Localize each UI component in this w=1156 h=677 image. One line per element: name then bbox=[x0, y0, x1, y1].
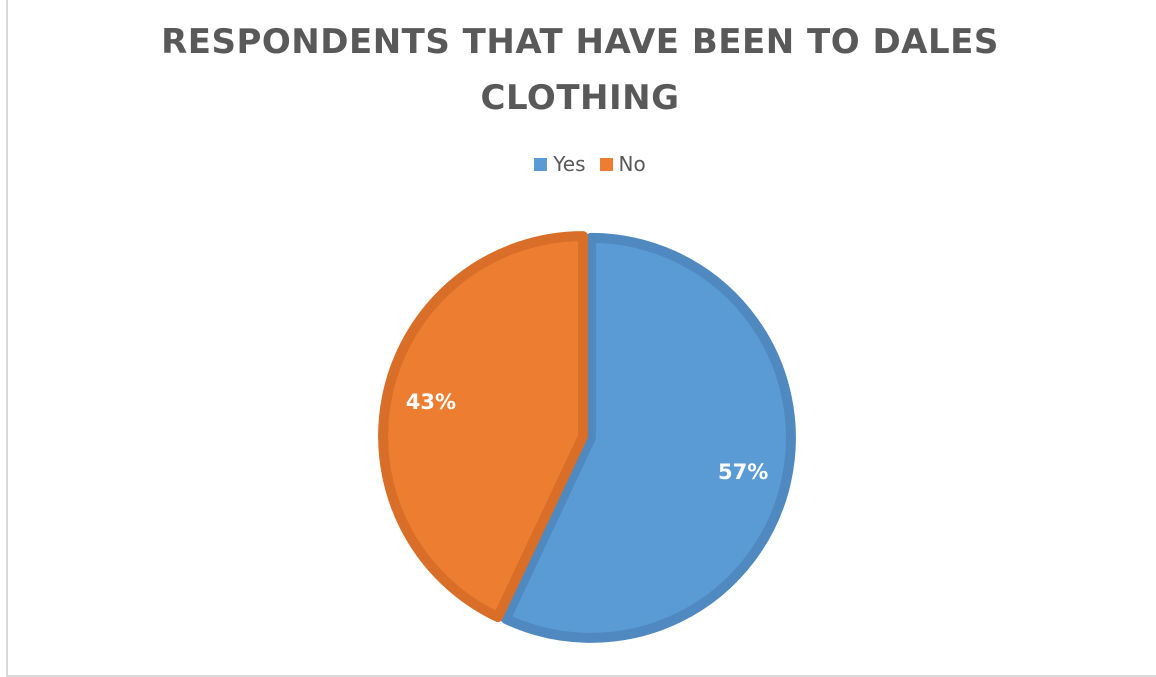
pie-labels: 57% 43% bbox=[406, 390, 769, 484]
legend-item-yes: Yes bbox=[534, 152, 586, 176]
legend-label-yes: Yes bbox=[553, 152, 586, 176]
pie-slice-yes bbox=[500, 232, 796, 643]
chart-legend: Yes No bbox=[0, 152, 1156, 176]
legend-label-no: No bbox=[618, 152, 646, 176]
pie-slice-no bbox=[378, 231, 589, 623]
data-label-no: 43% bbox=[406, 390, 456, 414]
data-label-yes: 57% bbox=[718, 460, 768, 484]
legend-swatch-yes bbox=[534, 157, 548, 171]
chart-title-line-1: RESPONDENTS THAT HAVE BEEN TO DALES bbox=[161, 22, 999, 62]
legend-swatch-no bbox=[599, 157, 613, 171]
pie-slices bbox=[378, 231, 796, 643]
chart-title: RESPONDENTS THAT HAVE BEEN TO DALES CLOT… bbox=[0, 14, 1156, 126]
chart-title-line-2: CLOTHING bbox=[480, 78, 680, 118]
legend-item-no: No bbox=[599, 152, 646, 176]
